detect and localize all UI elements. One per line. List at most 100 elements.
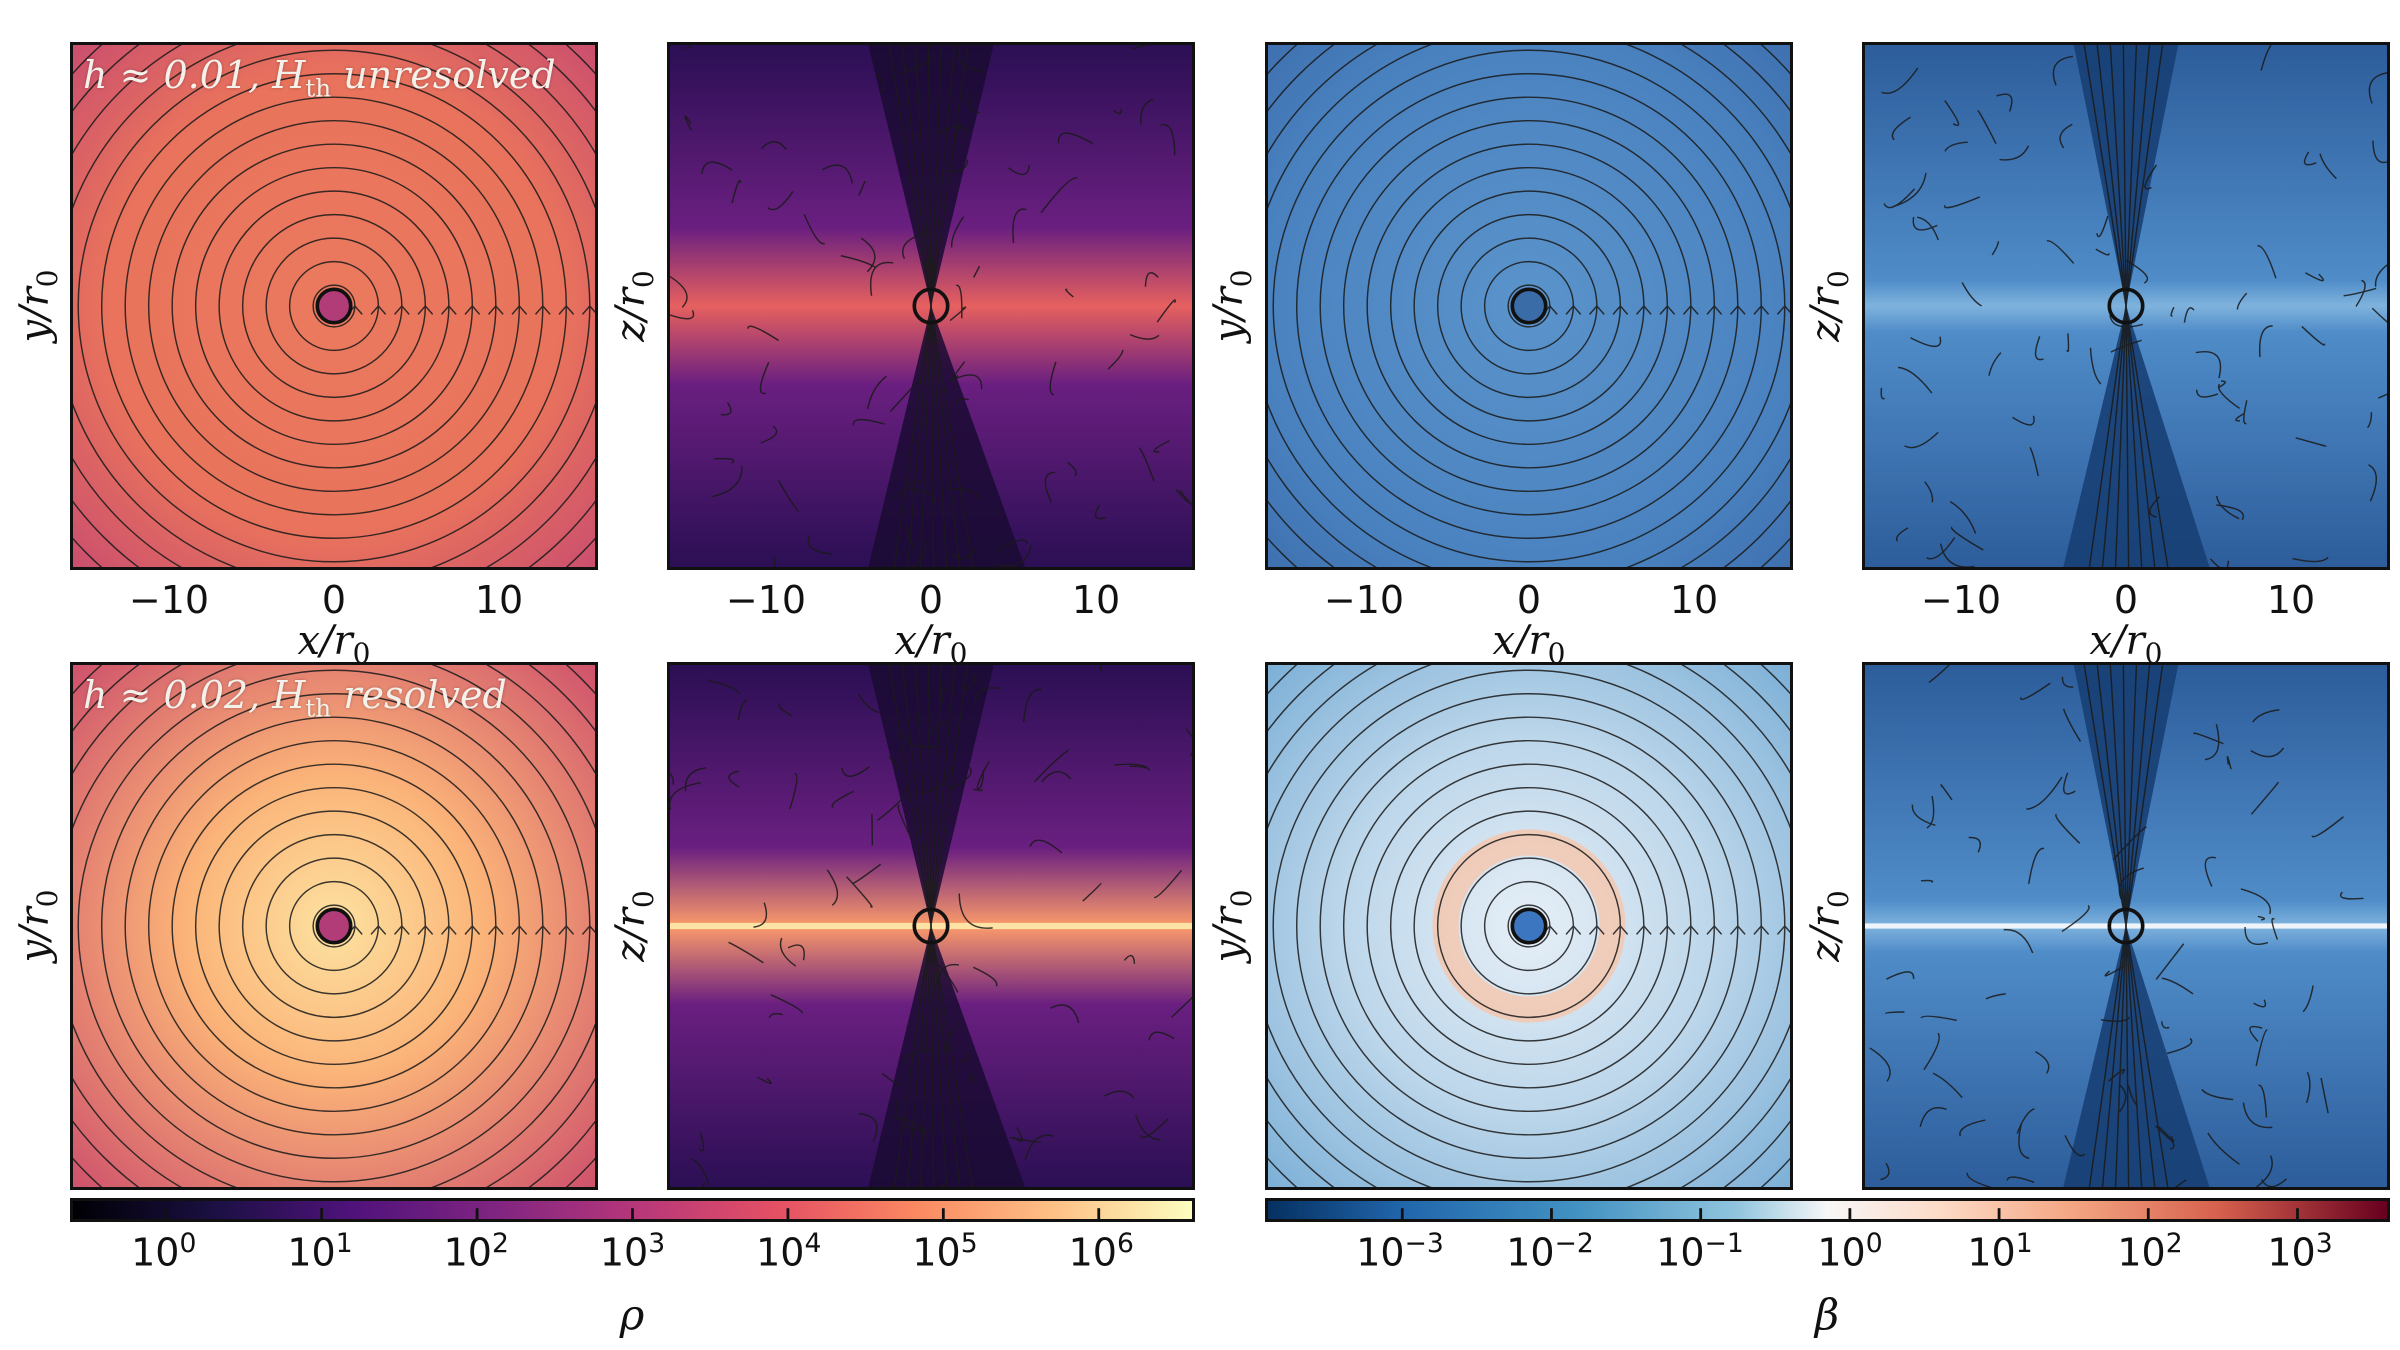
streamline [670, 275, 688, 308]
streamline [684, 767, 707, 792]
streamline [1153, 869, 1183, 899]
streamline [1009, 1136, 1041, 1143]
streamline [874, 72, 885, 94]
colorbar-beta-gradient [1268, 1201, 2387, 1219]
colorbar-tick-label: 10−1 [1656, 1228, 1744, 1275]
streamline [1999, 145, 2030, 161]
streamline [1949, 501, 1977, 534]
streamline [955, 398, 970, 405]
streamline [2368, 72, 2387, 104]
streamline [890, 1116, 927, 1138]
x-tick-label: 0 [321, 578, 347, 622]
streamline [960, 672, 977, 690]
streamlines [1869, 665, 2364, 1187]
streamline [1135, 1115, 1161, 1141]
streamline-arrow [534, 304, 551, 315]
streamline [949, 306, 967, 322]
streamline [1912, 216, 1938, 231]
streamline [1107, 349, 1124, 370]
colorbar-rho [70, 1198, 1195, 1222]
streamline [757, 1076, 772, 1085]
colorbar-tick-label: 102 [443, 1228, 509, 1275]
streamline [1057, 132, 1094, 145]
streamline [2243, 400, 2248, 425]
streamline [1148, 1031, 1175, 1041]
streamline [1175, 488, 1192, 506]
streamline [2034, 336, 2044, 361]
x-tick-label: 0 [1516, 578, 1542, 622]
streamline [731, 179, 742, 204]
streamline-arrow [487, 304, 504, 315]
streamline [892, 480, 924, 501]
streamline [787, 944, 805, 961]
streamline [2374, 264, 2387, 287]
streamline [1895, 527, 1909, 542]
streamline-arrow [534, 924, 551, 935]
streamline [2066, 333, 2070, 353]
streamline [2204, 724, 2220, 761]
streamline [1066, 461, 1077, 477]
streamline [2368, 464, 2377, 502]
streamline [2355, 279, 2366, 307]
central-sink [315, 907, 353, 945]
streamline [966, 88, 981, 114]
streamline [767, 191, 794, 211]
streamline [772, 557, 776, 567]
streamline-arrow [1682, 924, 1699, 935]
streamline [1178, 489, 1192, 507]
streamline [778, 703, 793, 717]
streamline-arrow [1635, 924, 1652, 935]
panel-rho-xz-h001 [667, 42, 1195, 570]
central-sink [1510, 907, 1548, 945]
x-tick-label: −10 [1920, 578, 2002, 622]
streamline [866, 375, 887, 410]
streamline [2257, 915, 2266, 921]
streamline [1024, 1134, 1054, 1161]
streamline [1919, 1107, 1947, 1127]
streamlines [1268, 665, 1790, 1187]
streamline [2055, 813, 2081, 844]
streamline [2302, 985, 2314, 1013]
streamline [2026, 776, 2063, 810]
streamline [826, 869, 839, 906]
streamline [1044, 471, 1056, 504]
central-sink [912, 907, 950, 945]
streamline [2378, 393, 2387, 399]
streamline [684, 115, 692, 131]
streamline [803, 213, 826, 245]
colorbar-fill [1268, 1201, 2387, 1219]
streamline [969, 1072, 975, 1084]
streamline [1928, 665, 1951, 684]
streamline [994, 544, 1032, 567]
streamline [2201, 1088, 2234, 1101]
colorbar-rho-label: ρ [619, 1290, 645, 1339]
colorbar-tick-label: 103 [599, 1228, 666, 1275]
streamline [995, 539, 1029, 553]
streamline [1920, 879, 1934, 884]
streamline [889, 377, 923, 413]
streamline [807, 535, 833, 555]
streamline [2035, 1050, 2050, 1074]
streamline [1065, 288, 1074, 298]
streamline [958, 893, 993, 929]
central-sink [315, 287, 353, 325]
streamline [2028, 847, 2045, 884]
streamline [1140, 98, 1154, 126]
x-tick-label: −10 [128, 578, 210, 622]
streamline [1050, 1004, 1080, 1023]
streamline [2209, 558, 2230, 567]
streamline [728, 770, 740, 788]
streamline [1012, 208, 1027, 244]
streamline [937, 963, 960, 989]
streamline [1968, 836, 1981, 853]
streamline [2311, 816, 2344, 838]
streamline [943, 159, 969, 173]
streamline [881, 1072, 900, 1086]
streamline-arrow [511, 924, 528, 935]
colorbar-beta [1265, 1198, 2390, 1222]
streamline [768, 1012, 783, 1019]
streamline [707, 679, 740, 695]
streamline [2292, 556, 2329, 563]
streamline [2096, 215, 2109, 238]
streamline [973, 265, 981, 278]
